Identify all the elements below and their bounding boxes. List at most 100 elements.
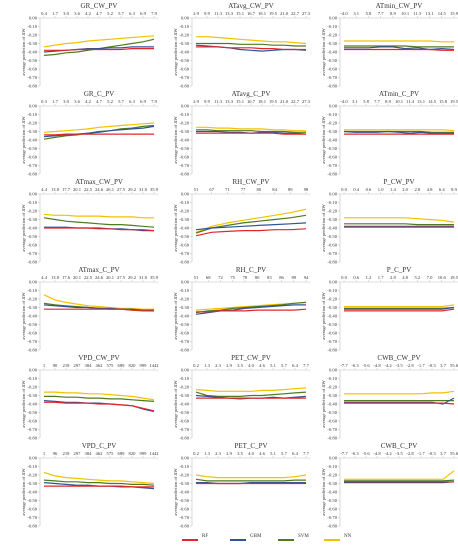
panel-title: CWB_CW_PV [377, 354, 420, 362]
x-tick-label: 0.2 [193, 451, 199, 456]
y-tick-label: -0.70 [179, 251, 189, 256]
x-tick-label: -2.8 [406, 451, 414, 456]
x-tick-label: 0.6 [353, 275, 359, 280]
y-tick-label: -0.40 [327, 138, 337, 143]
y-tick-label: -0.80 [179, 260, 189, 265]
panel-atmin-c-pv: ATmin_C_PV 0.00 -0.10 -0.20 -0.30 -0.40 -0.50 -… [321, 90, 458, 177]
y-axis-label: average prediction of ΔW [173, 380, 178, 428]
y-tick-label: 0.00 [329, 368, 338, 373]
x-tick-label: 26.1 [106, 187, 115, 192]
x-tick-label: 6.4 [439, 187, 445, 192]
y-tick-label: -0.20 [327, 121, 337, 126]
y-tick-label: 0.00 [29, 104, 38, 109]
x-tick-label: 1.2 [366, 275, 372, 280]
x-tick-label: 218 [63, 363, 71, 368]
x-tick-label: 13.3 [225, 99, 234, 104]
x-tick-label: -5.6 [362, 363, 370, 368]
y-tick-label: -0.70 [27, 427, 37, 432]
x-tick-label: 16.7 [247, 11, 256, 16]
series-line-nn [195, 387, 307, 392]
y-tick-label: -0.80 [27, 524, 37, 529]
x-tick-label: 94 [304, 275, 309, 280]
x-tick-label: 8.9 [451, 187, 457, 192]
series-line-svm [344, 130, 454, 133]
panel-title: ATmax_C_PV [78, 266, 119, 274]
y-tick-label: -0.30 [179, 481, 189, 486]
panel-title: P_C_PV [387, 266, 412, 274]
x-tick-label: 18.1 [258, 11, 267, 16]
y-tick-label: -0.50 [27, 234, 37, 239]
y-tick-label: -0.40 [27, 314, 37, 319]
legend-label: NN [344, 534, 352, 539]
x-tick-label: 1 [43, 363, 46, 368]
x-tick-label: 11.3 [214, 11, 223, 16]
x-tick-label: 83 [267, 275, 272, 280]
x-tick-label: 0.3 [41, 99, 47, 104]
x-tick-label: -3.5 [395, 363, 403, 368]
x-tick-label: 3.5 [237, 363, 243, 368]
y-tick-label: -0.70 [327, 339, 337, 344]
x-tick-label: 2.0 [402, 187, 408, 192]
panel-rh-cw-pv: RH_CW_PV 0.00 -0.10 -0.20 -0.30 -0.40 -0.50 -0.… [173, 178, 310, 265]
y-tick-label: -0.20 [179, 209, 189, 214]
x-tick-label: 18.5 [450, 275, 458, 280]
x-tick-label: 1442 [149, 451, 159, 456]
x-tick-label: 0.4 [41, 11, 47, 16]
panel-pet-cw-pv: PET_CW_PV 0.00 -0.10 -0.20 -0.30 -0.40 -0.50 -0… [173, 354, 310, 441]
series-line-rf [195, 228, 307, 237]
y-tick-label: -0.50 [27, 410, 37, 415]
y-tick-label: -0.70 [179, 427, 189, 432]
panel-vpd-cw-pv: VPD_CW_PV 0.00 -0.10 -0.20 -0.30 -0.40 -0.50 -0… [21, 354, 159, 441]
x-tick-label: 15.8 [439, 99, 448, 104]
y-tick-label: 0.00 [329, 192, 338, 197]
y-tick-label: -0.10 [327, 200, 337, 205]
y-tick-label: -0.70 [327, 515, 337, 520]
y-tick-label: -0.60 [179, 331, 189, 336]
y-axis-label: average prediction of ΔW [321, 380, 326, 428]
x-tick-label: 9.9 [204, 11, 210, 16]
y-axis-label: average prediction of ΔW [21, 380, 26, 428]
x-tick-label: 89 [288, 187, 293, 192]
series-line-nn [344, 129, 455, 132]
y-tick-label: -0.40 [327, 50, 337, 55]
y-tick-label: -0.60 [327, 67, 337, 72]
x-tick-label: 6.3 [129, 11, 135, 16]
y-tick-label: -0.80 [327, 436, 337, 441]
y-tick-label: -0.60 [179, 507, 189, 512]
y-tick-label: 0.00 [29, 280, 38, 285]
y-tick-label: -0.30 [27, 305, 37, 310]
series-line-svm [196, 129, 306, 133]
x-tick-label: 5.8 [366, 11, 372, 16]
panel-p-cw-pv: P_CW_PV 0.00 -0.10 -0.20 -0.30 -0.40 -0.50 -0.6… [321, 178, 458, 265]
y-axis-label: average prediction of ΔW [21, 204, 26, 252]
x-tick-label: 2.8 [390, 275, 396, 280]
x-tick-label: 4.0 [248, 363, 254, 368]
x-tick-label: 5.1 [270, 451, 276, 456]
x-tick-label: 13.8 [51, 187, 60, 192]
x-tick-label: 2.9 [193, 99, 199, 104]
x-tick-label: 384 [85, 451, 93, 456]
series-line-nn [196, 126, 306, 132]
x-tick-label: 17.7 [62, 187, 71, 192]
legend-swatch [182, 539, 198, 541]
panel-title: PET_CW_PV [231, 354, 271, 362]
y-tick-label: -0.10 [27, 288, 37, 293]
x-tick-label: 4.4 [41, 275, 47, 280]
y-tick-label: -0.30 [179, 129, 189, 134]
x-tick-label: 29.2 [128, 275, 137, 280]
x-tick-label: -4.2 [384, 451, 392, 456]
x-tick-label: 35.9 [150, 275, 159, 280]
x-tick-label: 31.0 [139, 187, 148, 192]
y-axis-label: average prediction of ΔW [21, 292, 26, 340]
series-line-gbm [344, 481, 455, 484]
y-tick-label: -0.50 [179, 322, 189, 327]
x-tick-label: 5.7 [281, 363, 287, 368]
panel-cwb-cw-pv: CWB_CW_PV 0.00 -0.10 -0.20 -0.30 -0.40 -0.50 -0… [321, 354, 458, 441]
series-line-nn [344, 304, 455, 308]
x-tick-label: -0.3 [428, 451, 436, 456]
x-tick-label: 0.6 [366, 187, 372, 192]
series-line-nn [344, 40, 454, 43]
y-tick-label: -0.30 [179, 41, 189, 46]
panel-title: VPD_C_PV [82, 442, 117, 450]
x-tick-label: 8.9 [390, 11, 396, 16]
